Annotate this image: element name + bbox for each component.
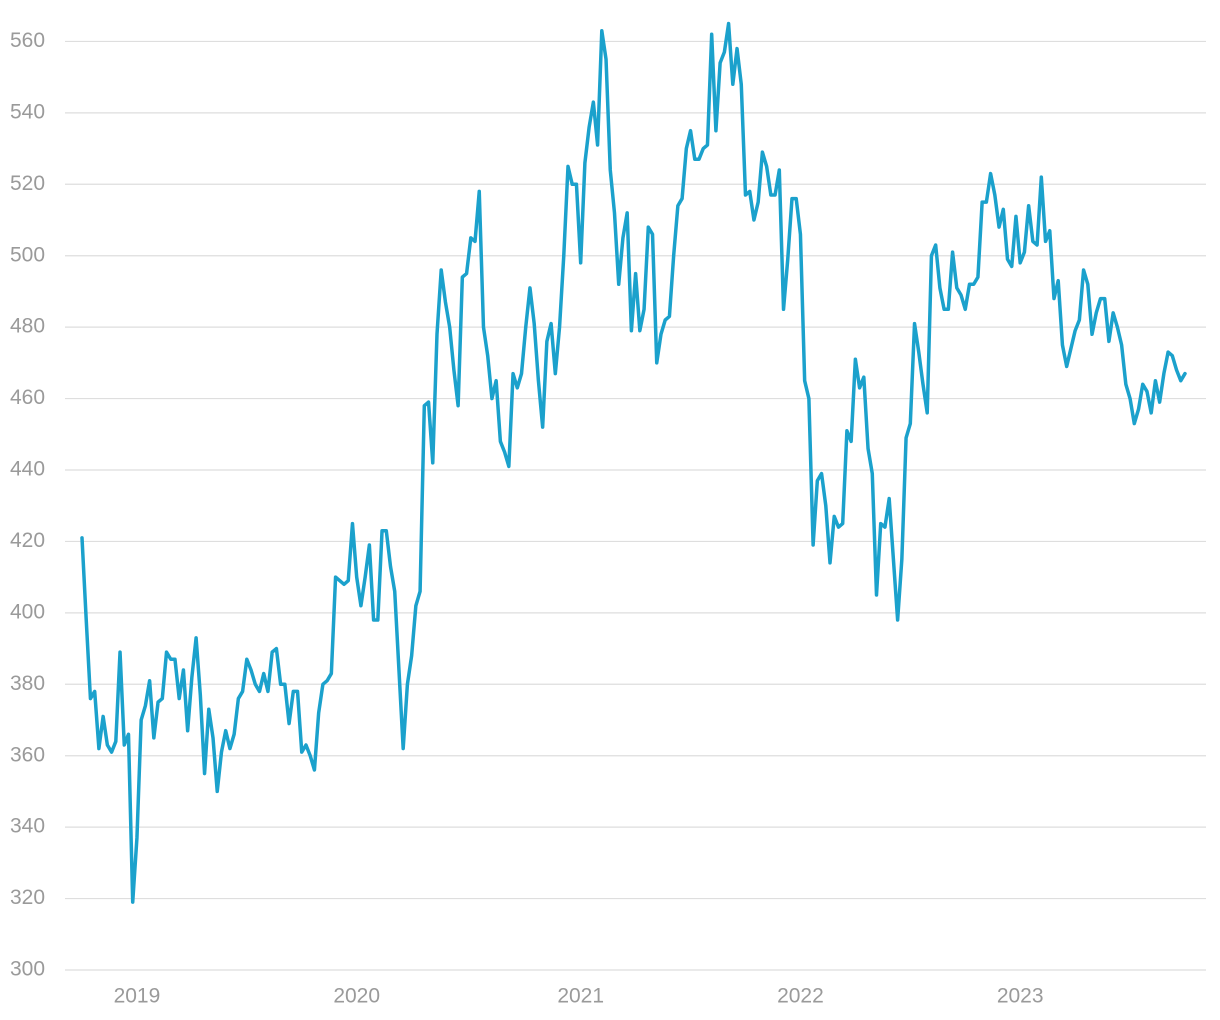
y-tick-label: 440 xyxy=(10,458,45,481)
y-tick-label: 300 xyxy=(10,958,45,981)
y-tick-label: 400 xyxy=(10,600,45,623)
y-tick-label: 560 xyxy=(10,29,45,52)
x-tick-label: 2021 xyxy=(557,985,604,1008)
line-series xyxy=(80,21,1187,904)
y-tick-label: 540 xyxy=(10,100,45,123)
y-tick-label: 320 xyxy=(10,886,45,909)
y-tick-label: 480 xyxy=(10,315,45,338)
y-tick-label: 500 xyxy=(10,243,45,266)
x-tick-label: 2022 xyxy=(777,985,824,1008)
y-tick-label: 340 xyxy=(10,815,45,838)
y-tick-label: 460 xyxy=(10,386,45,409)
y-tick-label: 420 xyxy=(10,529,45,552)
y-tick-label: 360 xyxy=(10,743,45,766)
x-tick-label: 2020 xyxy=(333,985,380,1008)
x-tick-label: 2023 xyxy=(997,985,1044,1008)
y-tick-label: 520 xyxy=(10,172,45,195)
y-tick-label: 380 xyxy=(10,672,45,695)
x-tick-label: 2019 xyxy=(114,985,161,1008)
